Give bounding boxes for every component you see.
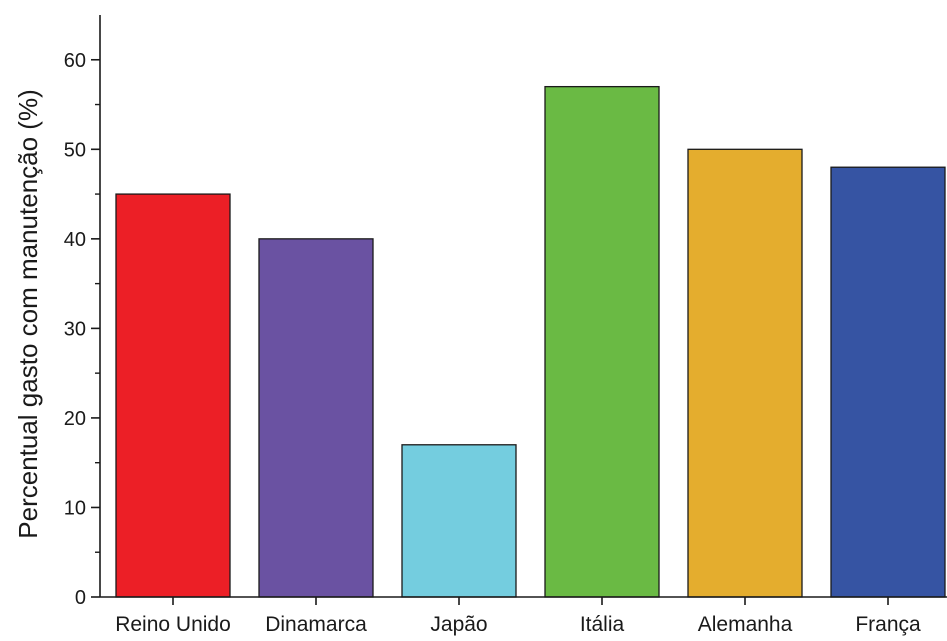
x-tick-label-frança: França (855, 613, 921, 636)
bar-dinamarca (258, 238, 374, 598)
x-tick-label-dinamarca: Dinamarca (265, 613, 367, 636)
y-tick-label-0: 0 (75, 587, 86, 609)
x-tick-label-reino-unido: Reino Unido (115, 613, 231, 636)
y-tick-label-50: 50 (64, 139, 86, 161)
y-tick-label-10: 10 (64, 497, 86, 519)
y-tick-label-60: 60 (64, 50, 86, 72)
x-tick-label-itália: Itália (580, 613, 625, 636)
y-axis-title: Percentual gasto com manutenção (%) (13, 89, 43, 538)
bar-alemanha (687, 148, 803, 598)
y-tick-label-20: 20 (64, 408, 86, 430)
x-ticks: Reino Unido Dinamarca Japão Itália Alemanha F… (115, 597, 921, 636)
bars-layer (115, 85, 946, 598)
bar-reino-unido (115, 193, 231, 598)
x-tick-label-japão: Japão (430, 613, 487, 636)
bar-japão (401, 444, 517, 598)
bar-itália (544, 85, 660, 598)
x-tick-label-alemanha: Alemanha (698, 613, 793, 636)
y-tick-label-40: 40 (64, 229, 86, 251)
axes-layer (99, 15, 947, 598)
y-ticks: 0 10 20 30 40 50 60 (64, 50, 100, 609)
bar-frança (830, 166, 946, 598)
y-tick-label-30: 30 (64, 318, 86, 340)
